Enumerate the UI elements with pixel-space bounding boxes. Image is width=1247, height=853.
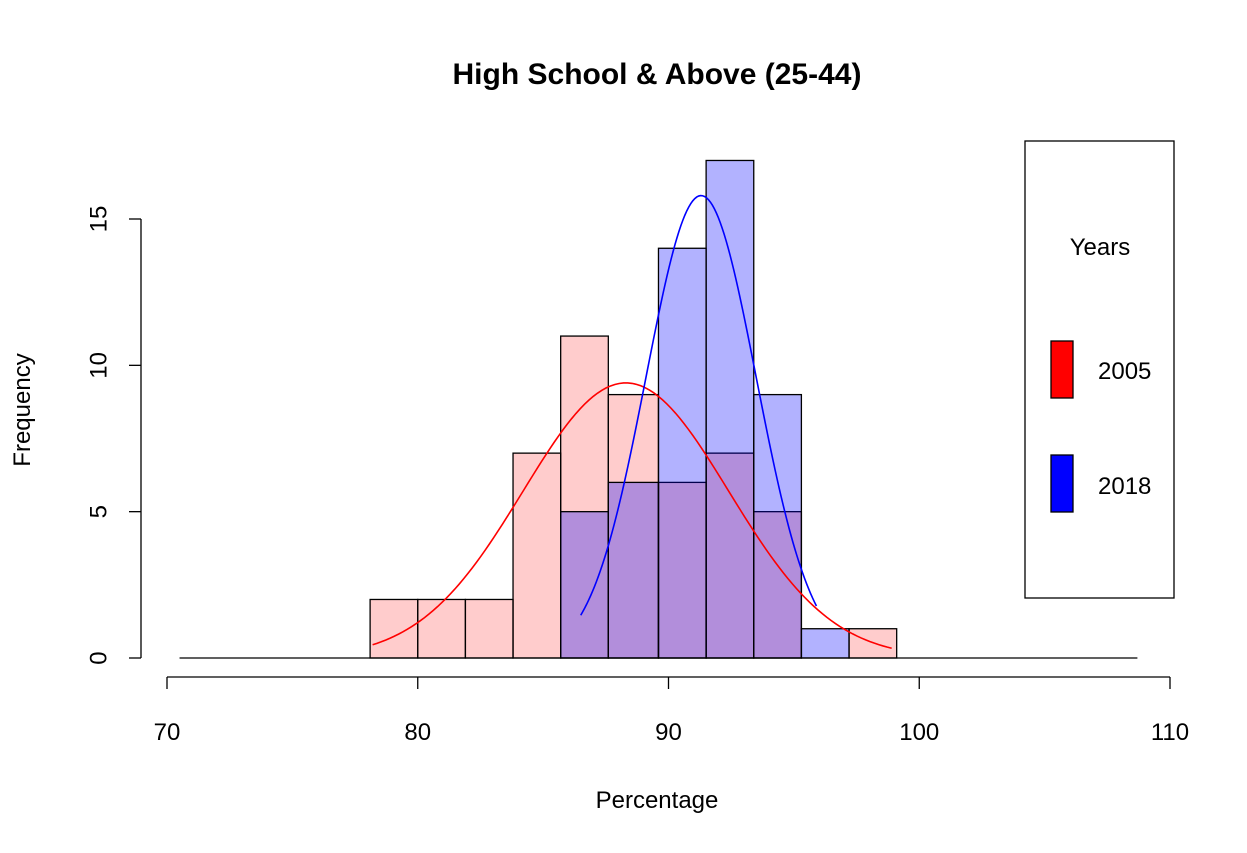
bar-2005-3 — [512, 452, 562, 659]
y-tick-label-10: 10 — [86, 352, 113, 379]
bar-2005-0 — [369, 598, 419, 659]
curves-layer — [372, 194, 892, 650]
x-tick-label-70: 70 — [154, 719, 181, 746]
bar-2005-6 — [657, 481, 707, 659]
density-curve-2005 — [372, 382, 892, 650]
bar-2018-1 — [607, 481, 660, 659]
bar-2018-2 — [657, 247, 707, 659]
bars-layer — [179, 159, 1138, 659]
x-tick-label-110: 110 — [1151, 719, 1189, 746]
bar-2018-4 — [753, 393, 803, 659]
legend-label-2018: 2018 — [1098, 473, 1151, 500]
legend-swatch-2018 — [1050, 454, 1074, 513]
x-tick-label-100: 100 — [899, 719, 939, 746]
legend-label-2005: 2005 — [1098, 358, 1151, 385]
bar-2005-4 — [560, 335, 609, 659]
legend: Years 2005 2018 — [1024, 140, 1175, 599]
legend-title: Years — [1070, 234, 1131, 261]
x-tick-label-80: 80 — [404, 719, 431, 746]
y-tick-label-0: 0 — [86, 651, 113, 664]
bar-2018-5 — [800, 628, 850, 659]
bar-2018-3 — [705, 159, 755, 659]
y-axis-label: Frequency — [9, 353, 36, 466]
y-tick-label-5: 5 — [86, 505, 113, 518]
x-axis-label: Percentage — [596, 787, 719, 814]
x-tick-label-90: 90 — [655, 719, 682, 746]
axes-layer: 70 80 90 100 110 0 5 10 15 — [86, 206, 1190, 746]
bar-2005-1 — [417, 598, 467, 659]
bar-2018-0 — [560, 511, 609, 659]
bar-2005-2 — [464, 598, 514, 659]
legend-box — [1024, 140, 1175, 599]
y-tick-label-15: 15 — [86, 206, 113, 233]
chart-title: High School & Above (25-44) — [453, 58, 862, 91]
legend-swatch-2005 — [1050, 340, 1074, 399]
density-curve-2018 — [580, 194, 818, 616]
